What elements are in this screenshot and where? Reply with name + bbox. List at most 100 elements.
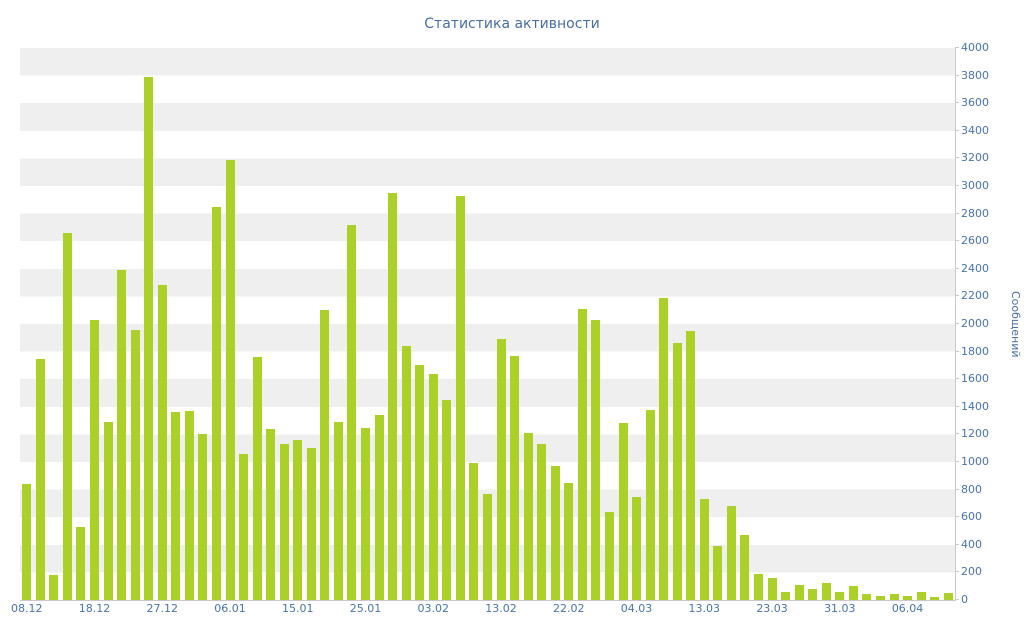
bar[interactable]	[428, 373, 438, 600]
x-tick-label: 13.03	[688, 602, 721, 615]
bar[interactable]	[306, 448, 316, 600]
bar[interactable]	[76, 526, 86, 600]
bar[interactable]	[618, 423, 628, 600]
bar[interactable]	[279, 444, 289, 600]
plot-area	[20, 48, 956, 601]
bar[interactable]	[483, 493, 492, 600]
bar[interactable]	[699, 499, 709, 600]
bar[interactable]	[171, 412, 181, 600]
bar[interactable]	[103, 421, 113, 600]
bar[interactable]	[686, 330, 696, 600]
bar[interactable]	[767, 577, 777, 600]
chart-title: Статистика активности	[424, 16, 600, 32]
bar[interactable]	[320, 310, 330, 600]
x-tick-label: 23.03	[756, 602, 788, 615]
bar[interactable]	[49, 575, 59, 600]
y-axis-tick	[955, 323, 959, 324]
bar[interactable]	[62, 232, 72, 600]
bar[interactable]	[225, 159, 235, 600]
bar[interactable]	[672, 343, 682, 600]
bar[interactable]	[903, 595, 913, 600]
bar[interactable]	[239, 453, 249, 600]
bar[interactable]	[550, 466, 560, 600]
y-tick-label: 2600	[961, 234, 989, 248]
bar[interactable]	[184, 410, 194, 600]
bar[interactable]	[659, 297, 669, 600]
bar[interactable]	[862, 594, 872, 600]
bar[interactable]	[144, 76, 154, 600]
y-axis-tick	[955, 129, 959, 131]
bar[interactable]	[211, 206, 221, 600]
x-tick-label: 31.03	[824, 602, 856, 615]
x-tick-label: 08.12	[11, 602, 43, 615]
y-axis-tick	[955, 212, 959, 214]
x-tick-label: 04.03	[620, 602, 653, 615]
bar[interactable]	[875, 595, 885, 600]
bar[interactable]	[943, 593, 953, 600]
y-axis-tick	[955, 157, 959, 159]
y-axis-tick	[955, 295, 959, 297]
bar[interactable]	[848, 586, 858, 600]
bar[interactable]	[835, 591, 845, 600]
bar[interactable]	[252, 357, 262, 600]
bar[interactable]	[496, 339, 506, 600]
bar[interactable]	[361, 427, 371, 600]
y-tick-label: 0	[961, 593, 968, 606]
bar[interactable]	[916, 591, 926, 600]
y-tick-label: 600	[961, 510, 982, 524]
bar[interactable]	[808, 588, 818, 600]
bar[interactable]	[347, 224, 357, 600]
bar[interactable]	[713, 546, 723, 600]
y-axis-tick	[955, 102, 959, 104]
bar[interactable]	[415, 365, 425, 600]
bar[interactable]	[645, 409, 655, 600]
x-tick-label: 22.02	[553, 602, 585, 615]
bar[interactable]	[794, 584, 804, 600]
bar[interactable]	[821, 583, 831, 600]
bar[interactable]	[293, 439, 303, 600]
bar[interactable]	[632, 496, 642, 600]
x-tick-label: 25.01	[349, 602, 382, 615]
bar[interactable]	[198, 434, 208, 600]
bar[interactable]	[754, 573, 763, 600]
y-tick-label: 3200	[961, 151, 989, 165]
bar[interactable]	[889, 594, 899, 600]
bar[interactable]	[35, 358, 45, 600]
y-axis-tick	[955, 378, 959, 380]
y-axis-tick	[955, 350, 959, 352]
bar[interactable]	[577, 308, 587, 600]
y-axis-tick	[955, 433, 959, 435]
y-axis-tick	[955, 405, 959, 407]
y-axis-tick	[955, 47, 959, 48]
bar[interactable]	[781, 591, 791, 600]
y-tick-label: 4000	[961, 41, 989, 54]
bar[interactable]	[22, 484, 32, 600]
y-tick-label: 2000	[961, 317, 989, 330]
bar[interactable]	[930, 597, 940, 600]
bar[interactable]	[374, 415, 384, 600]
bar[interactable]	[726, 506, 736, 600]
bar[interactable]	[455, 195, 465, 600]
bar[interactable]	[591, 319, 601, 600]
bar[interactable]	[266, 428, 276, 600]
y-axis-labels: 0 200 400 600 800 1000 1200 1400 1600 1800 2000 220…	[955, 42, 1003, 606]
bar[interactable]	[333, 421, 343, 600]
bar[interactable]	[157, 285, 167, 600]
bar[interactable]	[117, 270, 127, 600]
x-axis-labels: 08.12 18.12 27.12 06.01 15.01 25.01 03.02 13.02…	[11, 602, 955, 618]
bar[interactable]	[523, 433, 533, 600]
bar[interactable]	[604, 511, 614, 600]
bar[interactable]	[90, 319, 100, 600]
y-axis-title-wrap: Сообщений	[1009, 48, 1022, 600]
bar[interactable]	[401, 346, 411, 600]
bar[interactable]	[510, 355, 520, 600]
y-tick-label: 2800	[961, 206, 989, 220]
bar[interactable]	[388, 192, 398, 600]
y-axis-tick	[955, 488, 959, 490]
bar[interactable]	[442, 399, 452, 600]
bar[interactable]	[564, 482, 574, 600]
bar[interactable]	[469, 463, 479, 600]
bar[interactable]	[537, 444, 547, 600]
bar[interactable]	[130, 329, 140, 600]
bar[interactable]	[740, 535, 750, 600]
